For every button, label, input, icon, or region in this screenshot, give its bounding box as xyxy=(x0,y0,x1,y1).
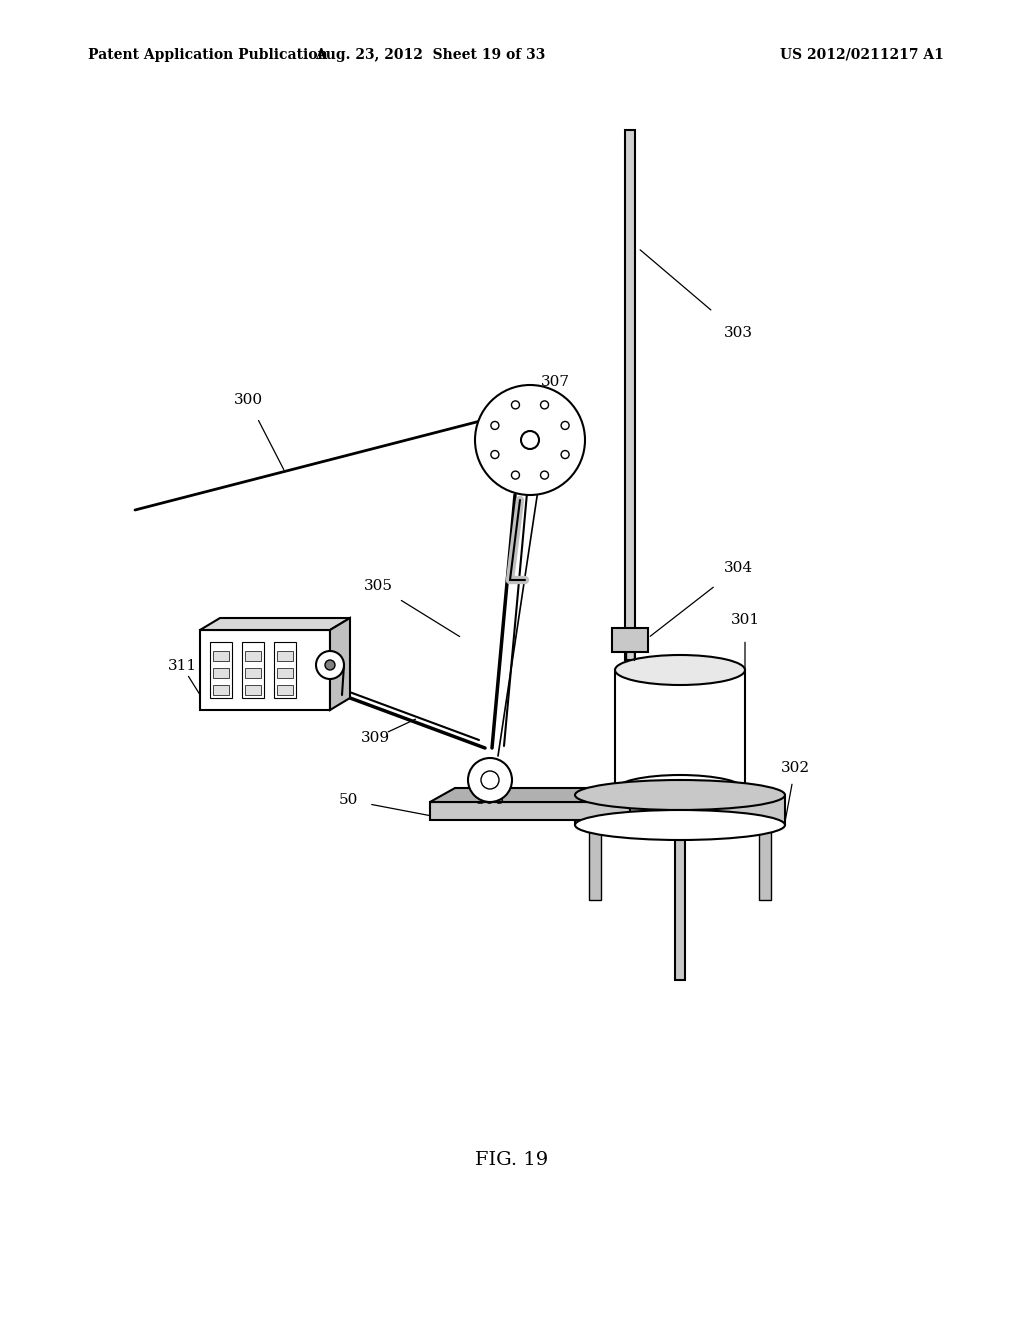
Text: 307: 307 xyxy=(541,375,569,389)
Ellipse shape xyxy=(615,655,745,685)
Text: 304: 304 xyxy=(723,561,753,576)
Circle shape xyxy=(541,401,549,409)
Bar xyxy=(210,642,232,698)
Text: 301: 301 xyxy=(730,612,760,627)
Bar xyxy=(675,840,685,979)
Circle shape xyxy=(511,471,519,479)
Circle shape xyxy=(475,385,585,495)
Text: Aug. 23, 2012  Sheet 19 of 33: Aug. 23, 2012 Sheet 19 of 33 xyxy=(314,48,545,62)
Bar xyxy=(612,628,648,652)
Text: FIG. 19: FIG. 19 xyxy=(475,1151,549,1170)
Text: 305: 305 xyxy=(364,579,392,593)
Bar xyxy=(278,685,293,696)
Bar xyxy=(278,668,293,678)
Circle shape xyxy=(561,421,569,429)
Text: 300: 300 xyxy=(233,393,262,407)
Ellipse shape xyxy=(615,775,745,805)
Circle shape xyxy=(561,450,569,458)
Bar xyxy=(278,651,293,661)
Bar xyxy=(242,642,264,698)
Bar xyxy=(615,671,745,789)
Bar xyxy=(200,630,330,710)
Text: 302: 302 xyxy=(780,762,810,775)
Circle shape xyxy=(481,771,499,789)
Bar xyxy=(430,803,630,820)
Circle shape xyxy=(521,432,539,449)
Bar xyxy=(625,129,635,660)
Bar xyxy=(575,795,785,825)
Text: 303: 303 xyxy=(724,326,753,341)
Polygon shape xyxy=(330,618,350,710)
Text: 310: 310 xyxy=(258,659,288,673)
Text: 50: 50 xyxy=(338,793,357,807)
Ellipse shape xyxy=(575,780,785,810)
Bar xyxy=(245,685,261,696)
Polygon shape xyxy=(630,788,655,820)
Bar xyxy=(213,685,229,696)
Polygon shape xyxy=(200,618,350,630)
Bar xyxy=(245,651,261,661)
Bar xyxy=(213,668,229,678)
Ellipse shape xyxy=(575,810,785,840)
Bar xyxy=(759,825,771,900)
Text: US 2012/0211217 A1: US 2012/0211217 A1 xyxy=(780,48,944,62)
Circle shape xyxy=(511,401,519,409)
Circle shape xyxy=(316,651,344,678)
Text: Patent Application Publication: Patent Application Publication xyxy=(88,48,328,62)
Bar xyxy=(274,642,296,698)
Circle shape xyxy=(325,660,335,671)
Bar xyxy=(213,651,229,661)
Circle shape xyxy=(468,758,512,803)
Bar xyxy=(626,652,634,660)
Text: 306: 306 xyxy=(475,793,505,807)
Bar xyxy=(245,668,261,678)
Circle shape xyxy=(541,471,549,479)
Bar xyxy=(589,825,601,900)
Circle shape xyxy=(490,421,499,429)
Circle shape xyxy=(490,450,499,458)
Text: 309: 309 xyxy=(360,731,389,744)
Text: 311: 311 xyxy=(168,659,197,673)
Polygon shape xyxy=(430,788,655,803)
